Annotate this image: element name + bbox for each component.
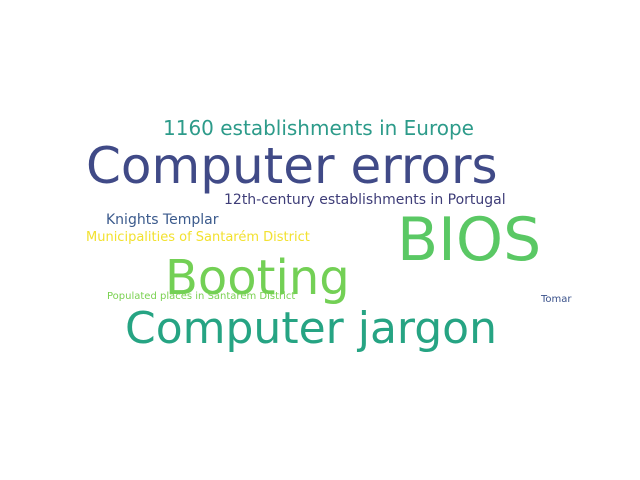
word-12th-century: 12th-century establishments in Portugal <box>224 192 506 208</box>
word-computer-jargon: Computer jargon <box>125 303 497 354</box>
word-1160-establishments: 1160 establishments in Europe <box>163 116 474 140</box>
word-bios: BIOS <box>397 205 542 275</box>
word-tomar: Tomar <box>541 294 572 305</box>
word-populated-places: Populated places in Santarém District <box>107 291 296 302</box>
word-booting: Booting <box>165 250 350 306</box>
word-computer-errors: Computer errors <box>86 137 498 195</box>
word-municipalities: Municipalities of Santarém District <box>86 230 310 245</box>
word-knights-templar: Knights Templar <box>106 212 219 228</box>
